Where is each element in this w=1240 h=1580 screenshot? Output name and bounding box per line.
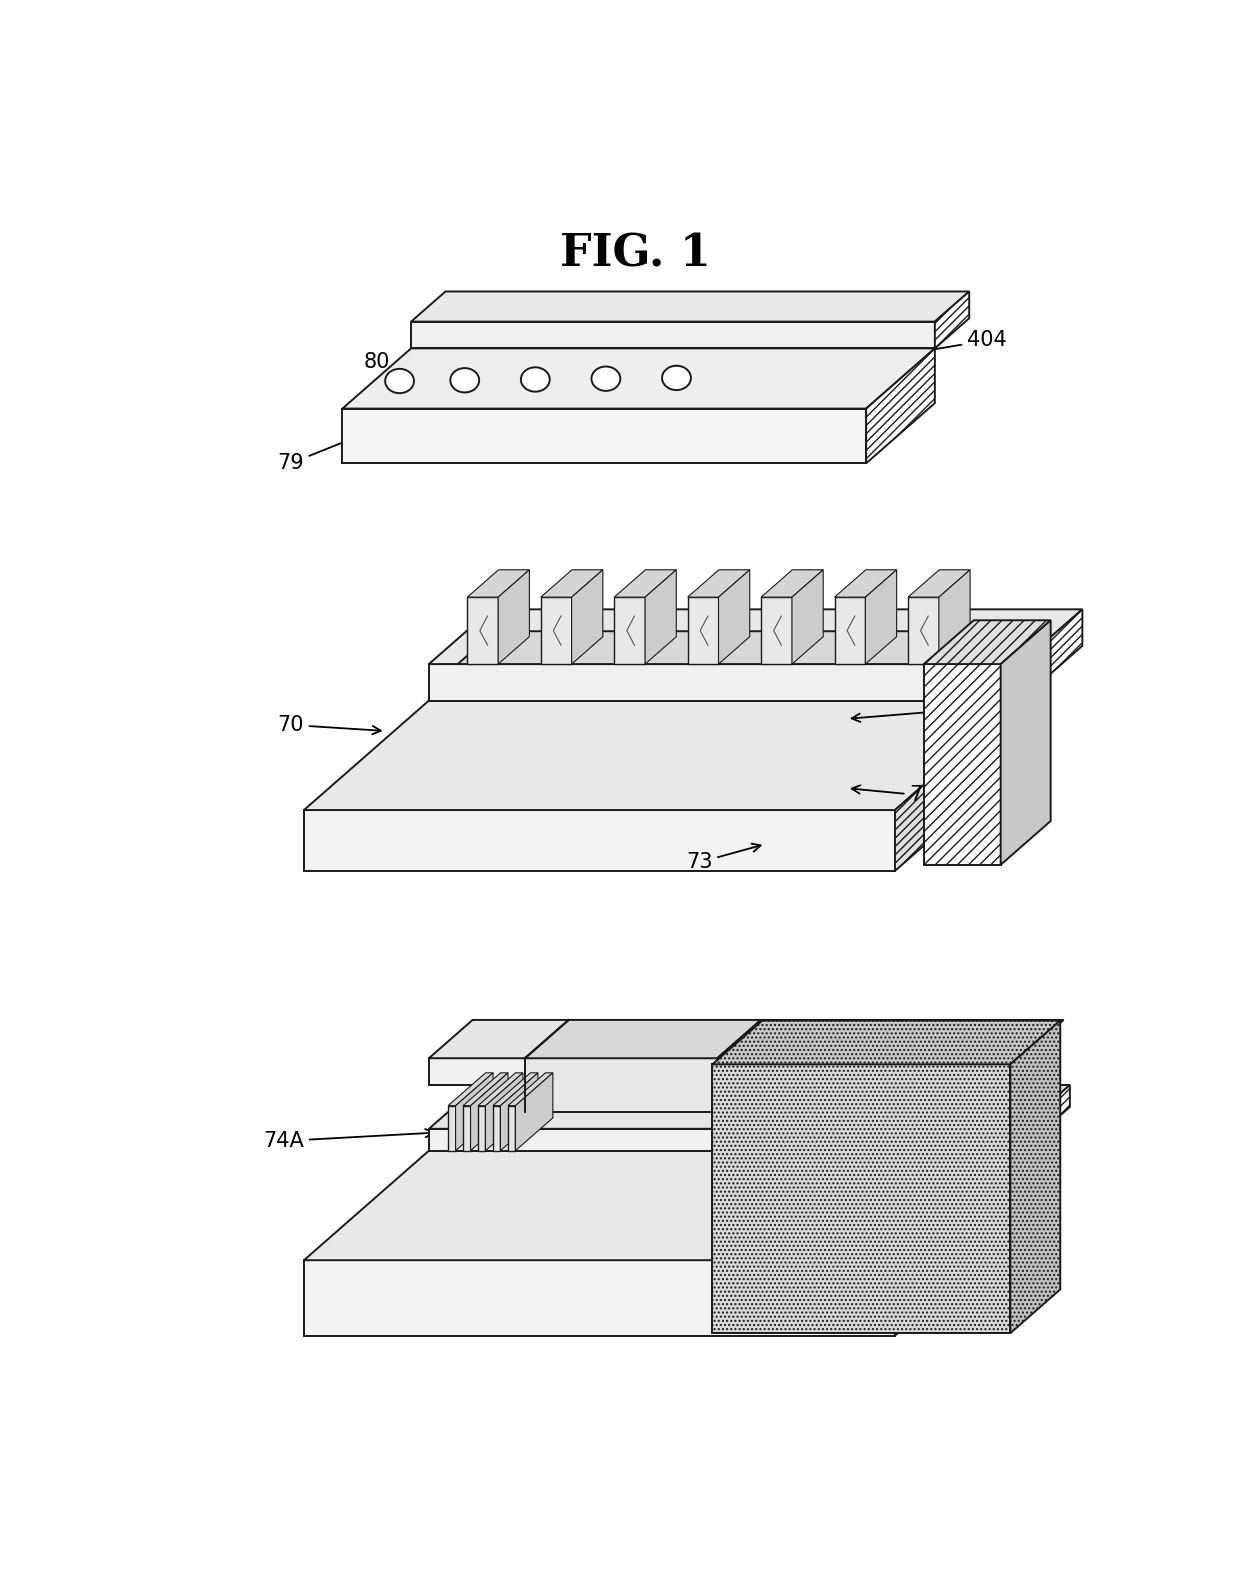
Polygon shape [614, 570, 676, 597]
Polygon shape [458, 632, 1028, 664]
Polygon shape [412, 291, 970, 322]
Polygon shape [304, 1150, 1019, 1261]
Ellipse shape [521, 367, 549, 392]
Polygon shape [429, 664, 1019, 700]
Polygon shape [494, 1073, 538, 1106]
Polygon shape [1001, 621, 1050, 864]
Polygon shape [792, 570, 823, 664]
Polygon shape [895, 700, 1019, 871]
Ellipse shape [386, 368, 414, 393]
Polygon shape [541, 597, 572, 664]
Polygon shape [718, 570, 750, 664]
Polygon shape [467, 597, 498, 664]
Polygon shape [908, 597, 939, 664]
Polygon shape [304, 700, 1019, 811]
Polygon shape [429, 1128, 1019, 1150]
Polygon shape [463, 1073, 508, 1106]
Polygon shape [455, 1073, 494, 1150]
Polygon shape [494, 1106, 501, 1150]
Polygon shape [924, 664, 1001, 864]
Polygon shape [501, 1073, 538, 1150]
Text: 73: 73 [686, 844, 760, 872]
Text: 74A: 74A [263, 1130, 434, 1150]
Polygon shape [712, 1021, 1060, 1065]
Polygon shape [342, 409, 866, 463]
Polygon shape [1019, 610, 1083, 700]
Polygon shape [477, 1106, 486, 1150]
Polygon shape [525, 1059, 717, 1112]
Text: 74B: 74B [601, 1024, 748, 1051]
Polygon shape [525, 1021, 761, 1059]
Polygon shape [486, 1073, 523, 1150]
Text: 70: 70 [278, 714, 381, 735]
Text: FIG. 1: FIG. 1 [560, 232, 711, 275]
Polygon shape [835, 570, 897, 597]
Polygon shape [448, 1106, 455, 1150]
Polygon shape [429, 1085, 1070, 1128]
Polygon shape [477, 1073, 523, 1106]
Polygon shape [835, 597, 866, 664]
Polygon shape [467, 570, 529, 597]
Polygon shape [761, 597, 792, 664]
Text: 71: 71 [852, 785, 936, 806]
Polygon shape [429, 1059, 525, 1085]
Polygon shape [614, 597, 645, 664]
Polygon shape [429, 610, 1083, 664]
Polygon shape [895, 1150, 1019, 1335]
Polygon shape [866, 348, 935, 463]
Polygon shape [508, 1106, 516, 1150]
Text: 72: 72 [852, 700, 965, 722]
Polygon shape [761, 570, 823, 597]
Polygon shape [470, 1073, 508, 1150]
Polygon shape [498, 570, 529, 664]
Polygon shape [304, 811, 895, 871]
Polygon shape [717, 1021, 1064, 1059]
Polygon shape [717, 1021, 761, 1112]
Polygon shape [688, 597, 718, 664]
Polygon shape [572, 570, 603, 664]
Text: 404: 404 [890, 330, 1007, 359]
Ellipse shape [662, 365, 691, 390]
Polygon shape [448, 1073, 494, 1106]
Ellipse shape [591, 367, 620, 390]
Polygon shape [541, 570, 603, 597]
Text: 76: 76 [890, 1164, 987, 1185]
Polygon shape [645, 570, 676, 664]
Polygon shape [924, 621, 1050, 664]
Polygon shape [304, 1261, 895, 1335]
Polygon shape [866, 570, 897, 664]
Polygon shape [717, 1059, 1019, 1085]
Polygon shape [712, 1065, 1011, 1334]
Polygon shape [429, 1021, 569, 1059]
Polygon shape [508, 1073, 553, 1106]
Polygon shape [516, 1073, 553, 1150]
Ellipse shape [450, 368, 479, 392]
Text: 79: 79 [278, 435, 362, 474]
Polygon shape [463, 1106, 470, 1150]
Text: 80: 80 [365, 352, 434, 378]
Polygon shape [1011, 1021, 1060, 1334]
Polygon shape [1019, 1085, 1070, 1150]
Polygon shape [688, 570, 750, 597]
Polygon shape [908, 570, 970, 597]
Polygon shape [935, 291, 970, 348]
Polygon shape [412, 322, 935, 348]
Polygon shape [939, 570, 970, 664]
Polygon shape [342, 348, 935, 409]
